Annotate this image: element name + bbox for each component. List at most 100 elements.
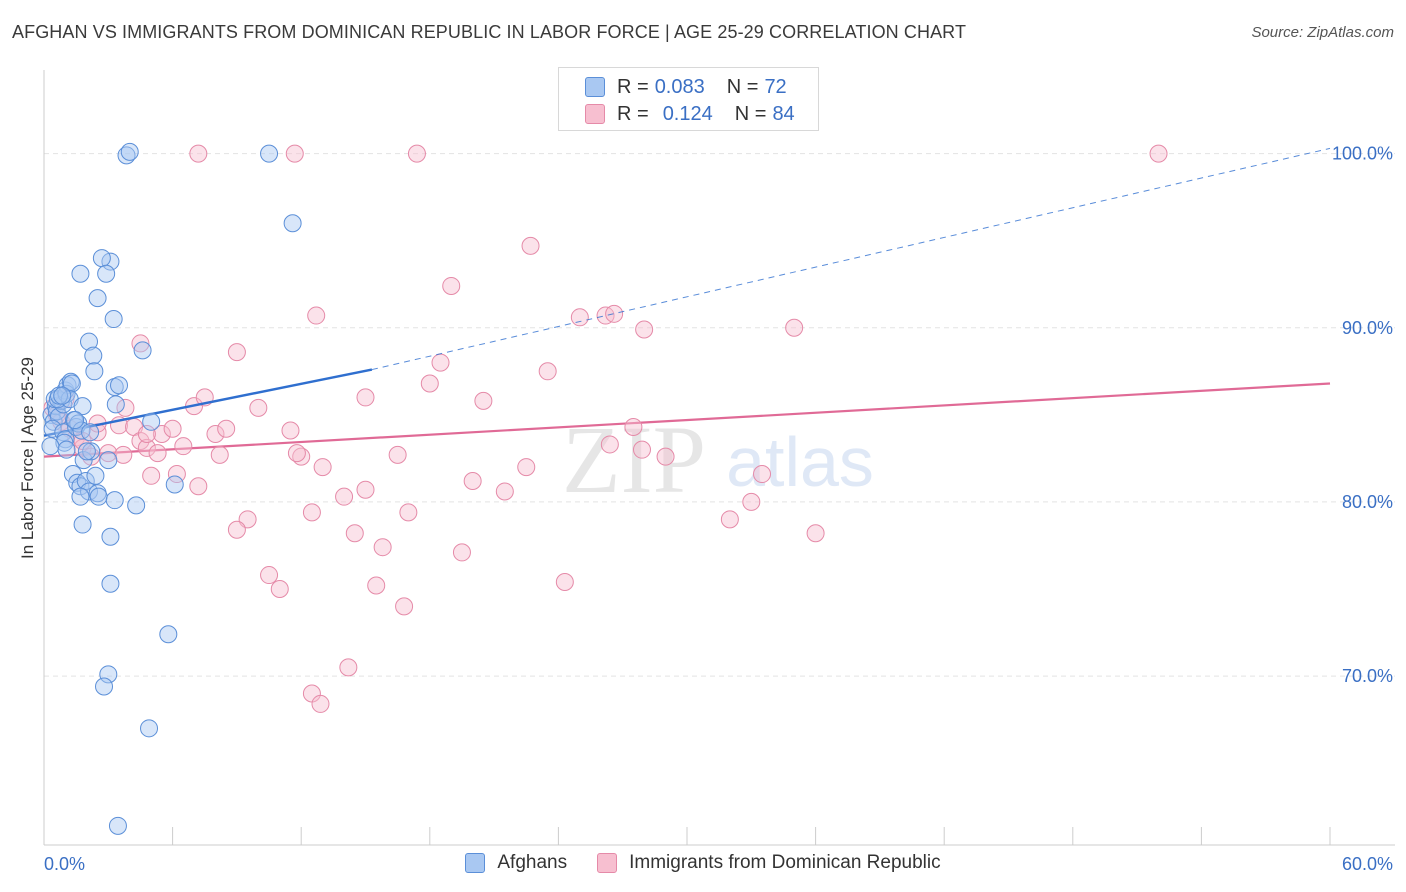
source-credit: Source: ZipAtlas.com (1251, 24, 1394, 41)
dominican-point (227, 343, 246, 362)
dominican-point (624, 418, 643, 437)
afghans-point (105, 491, 124, 510)
dominican-point (131, 431, 150, 450)
afghans-point (66, 411, 85, 430)
afghans-point (120, 142, 139, 161)
dominican-point (142, 466, 161, 485)
dominican-point (302, 503, 321, 522)
afghans-point (101, 574, 120, 593)
afghans-point (99, 665, 118, 684)
dominican-point (270, 579, 289, 598)
afghans-trend (43, 147, 1331, 437)
legend-item-afghans: Afghans (465, 852, 567, 874)
dominican-point (345, 524, 364, 543)
afghans-point (84, 346, 103, 365)
gridlines (44, 153, 1395, 677)
watermark-atlas: atlas (726, 423, 874, 501)
legend-row-afghans: R = 0.083 N = 72 (585, 75, 787, 99)
dominican-swatch (597, 853, 618, 873)
dominican-point (210, 445, 229, 464)
tick-labels: 70.0% 80.0% 90.0% 100.0% 0.0% 60.0% (44, 144, 1393, 874)
afghans-point (42, 405, 61, 424)
dominican-point (217, 419, 236, 438)
afghans-point (77, 442, 96, 461)
afghans-point (283, 214, 302, 233)
y-tick-label: 70.0% (1342, 666, 1393, 686)
afghans-point (57, 440, 76, 459)
afghans-point (89, 487, 108, 506)
afghans-point (73, 397, 92, 416)
dominican-point (720, 510, 739, 529)
dominican-point (474, 391, 493, 410)
legend-row-dominican: R = 0.124 N = 84 (585, 102, 795, 126)
dominican-point (635, 320, 654, 339)
afghans-point (133, 341, 152, 360)
dominican-point (1149, 144, 1168, 163)
dominican-point (356, 388, 375, 407)
dominican-point (163, 419, 182, 438)
afghans-point (140, 719, 159, 738)
dominican-point (174, 437, 193, 456)
dominican-point (152, 424, 171, 443)
afghans-point (55, 433, 74, 452)
dominican-point (395, 597, 414, 616)
afghans-point (104, 310, 123, 329)
dominican-point (753, 465, 772, 484)
dominican-point (442, 276, 461, 295)
afghans-point (159, 625, 178, 644)
afghans-swatch (465, 853, 486, 873)
afghans-point (82, 442, 101, 461)
afghans-point (88, 289, 107, 308)
dominican-point (605, 304, 624, 323)
dominican-point (307, 306, 326, 325)
dominican-point (227, 520, 246, 539)
dominican-trend (43, 382, 1331, 458)
dominican-point (742, 492, 761, 511)
legend-n-value: 84 (772, 102, 795, 125)
dominican-point (311, 694, 330, 713)
dominican-points (43, 144, 1168, 713)
legend-n-label: N = (726, 75, 759, 98)
afghans-point (62, 374, 81, 393)
afghans-point (260, 144, 279, 163)
afghans-point (71, 477, 90, 496)
legend-r-label: R = (617, 102, 649, 125)
dominican-point (431, 353, 450, 372)
afghans-point (85, 362, 104, 381)
dominican-point (137, 438, 156, 457)
dominican-point (356, 480, 375, 499)
dominican-point (367, 576, 386, 595)
dominican-point (137, 424, 156, 443)
dominican-point (806, 524, 825, 543)
afghans-point (106, 395, 125, 414)
y-tick-label: 90.0% (1342, 318, 1393, 338)
afghans-point (86, 466, 105, 485)
afghans-point (81, 423, 100, 442)
legend-r-value: 0.083 (654, 75, 705, 98)
dominican-point (189, 477, 208, 496)
y-tick-label: 100.0% (1332, 144, 1393, 164)
dominican-point (206, 424, 225, 443)
dominican-point (538, 362, 557, 381)
dominican-point (373, 538, 392, 557)
afghans-trend-line (43, 368, 373, 437)
dominican-point (420, 374, 439, 393)
dominican-point (189, 144, 208, 163)
dominican-point (335, 487, 354, 506)
afghans-point (142, 412, 161, 431)
axes (43, 70, 1395, 846)
dominican-point (521, 236, 540, 255)
dominican-point (452, 543, 471, 562)
afghans-point (101, 527, 120, 546)
x-tick-label: 60.0% (1342, 854, 1393, 874)
afghans-points (41, 142, 302, 835)
dominican-point (517, 458, 536, 477)
afghans-point (41, 437, 60, 456)
legend-label-afghans: Afghans (497, 852, 568, 873)
afghans-point (53, 386, 72, 405)
afghans-point (127, 496, 146, 515)
legend-n-label: N = (734, 102, 767, 125)
correlation-legend: R = 0.083 N = 72 R = 0.124 N = 84 (558, 67, 819, 131)
dominican-point (287, 444, 306, 463)
